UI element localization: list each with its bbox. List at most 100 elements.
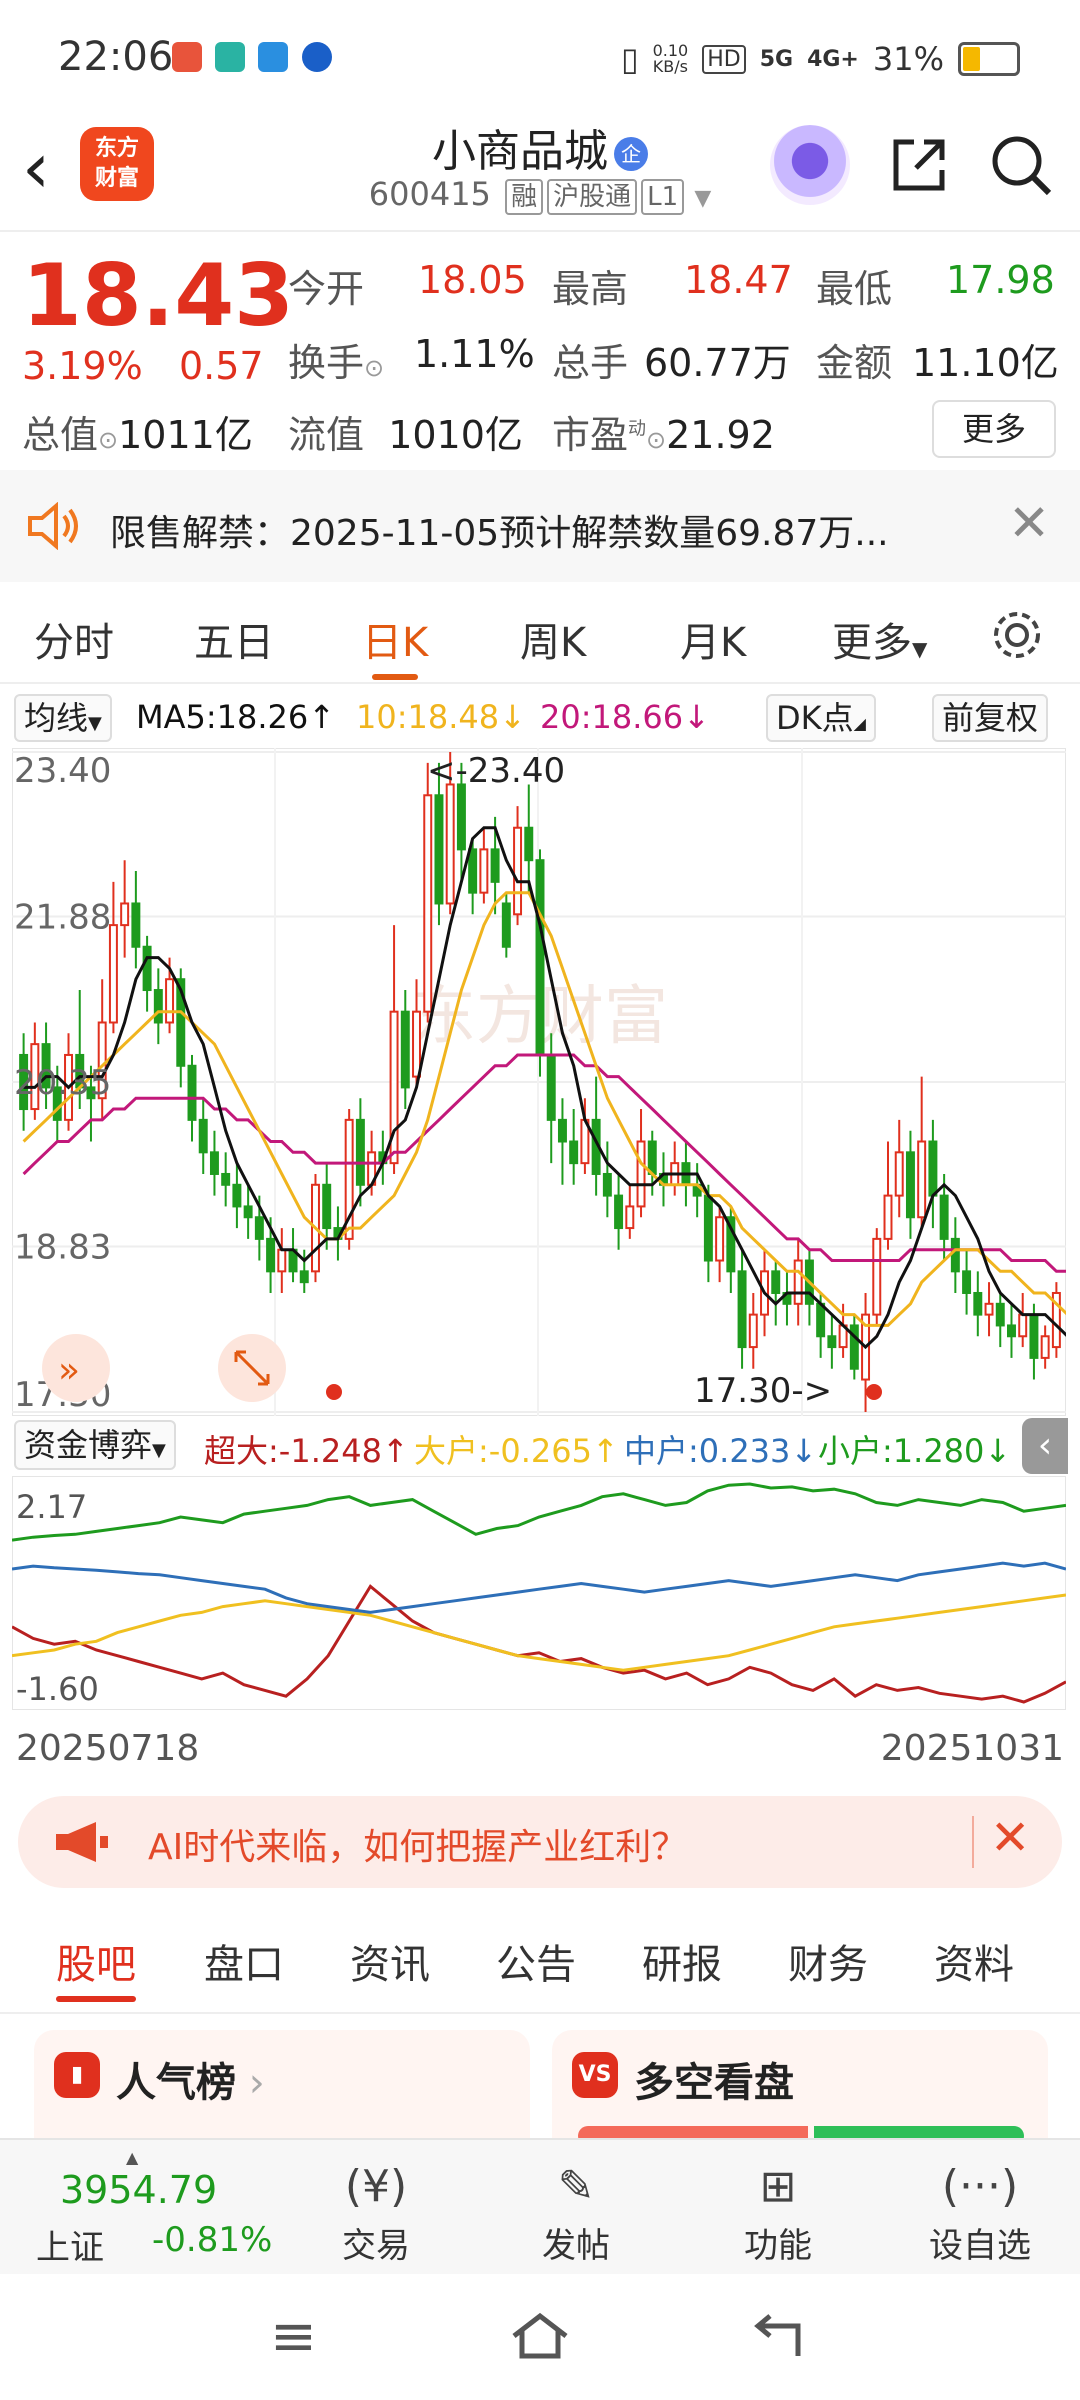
candle [501, 892, 511, 958]
fund-flow-selector[interactable]: 资金博弈▼ [14, 1420, 176, 1470]
info-icon: ⊙ [98, 426, 119, 454]
volume-cell: 总手 [552, 341, 629, 385]
level-tag: L1 [641, 179, 685, 215]
quote-panel: 18.43 3.19% 0.57 今开 18.05 最高 18.47 最低 17… [0, 230, 1080, 472]
candle [984, 1282, 994, 1337]
post-button[interactable]: ✎ 发帖 [496, 2156, 656, 2267]
ai-robot-icon[interactable] [770, 125, 850, 205]
low-cell: 最低 [816, 267, 893, 311]
candle [748, 1292, 758, 1369]
open-value: 18.05 [418, 258, 527, 302]
candle [142, 935, 152, 1012]
banner-text: AI时代来临，如何把握产业红利？ [148, 1827, 688, 1868]
candle [299, 1249, 309, 1293]
volume-value: 60.77万 [644, 341, 791, 385]
tab-profile[interactable]: 资料 [934, 1942, 1014, 1988]
ma10-value: 10:18.48↓ [356, 698, 526, 736]
mktcap-cell: 总值⊙1011亿 [22, 413, 253, 457]
candle [962, 1249, 972, 1315]
candle [872, 1228, 882, 1326]
candle [524, 784, 534, 893]
candle [468, 838, 478, 915]
candle [928, 1119, 938, 1229]
candle [602, 1141, 612, 1218]
tab-finance[interactable]: 财务 [788, 1942, 868, 1988]
back-nav-icon[interactable] [748, 2312, 808, 2362]
more-button[interactable]: 更多 [932, 400, 1056, 458]
chart-grid [12, 748, 1066, 1416]
flow-y-min: -1.60 [16, 1670, 99, 1708]
share-icon[interactable] [884, 130, 954, 200]
tab-daily-k[interactable]: 日K [362, 610, 428, 680]
gear-icon[interactable] [988, 606, 1046, 664]
candle [883, 1141, 893, 1250]
trade-button[interactable]: (¥) 交易 [296, 2156, 456, 2267]
candle [355, 1098, 365, 1207]
home-icon[interactable] [508, 2310, 572, 2362]
menu-icon[interactable]: ≡ [270, 2304, 317, 2369]
candle [400, 990, 410, 1110]
current-price: 18.43 [22, 246, 295, 346]
collapse-arrow-icon[interactable]: ‹ [1022, 1418, 1068, 1474]
fullscreen-icon[interactable] [218, 1334, 286, 1402]
caret-down-icon: ▼ [694, 186, 712, 211]
tab-research[interactable]: 研报 [642, 1942, 722, 1988]
add-watchlist-button[interactable]: (···) 设自选 [900, 2156, 1060, 2267]
adjust-button[interactable]: 前复权 [932, 694, 1049, 742]
tab-guba[interactable]: 股吧 [56, 1932, 136, 2002]
candle [625, 1184, 635, 1239]
dk-point-button[interactable]: DK点◢ [766, 694, 876, 742]
candle [804, 1249, 814, 1326]
tab-more[interactable]: 更多▼ [832, 620, 928, 666]
tab-weekly-k[interactable]: 周K [520, 620, 587, 666]
turnover-cell: 换手⊙ [288, 341, 385, 385]
tab-intraday[interactable]: 分时 [34, 620, 114, 666]
amount-cell: 金额 [816, 341, 893, 385]
candle [737, 1249, 747, 1369]
tab-pankou[interactable]: 盘口 [204, 1942, 284, 1988]
candle [557, 1098, 567, 1185]
stock-code-line[interactable]: 600415 融沪股通 L1 ▼ [0, 175, 1080, 215]
caret-up-icon: ▲ [126, 2148, 139, 2167]
candle [1040, 1325, 1050, 1369]
signal-4g: 4G+ [807, 46, 859, 72]
tab-monthly-k[interactable]: 月K [680, 620, 747, 666]
functions-button[interactable]: ⊞ 功能 [698, 2156, 858, 2267]
telegram-icon [258, 42, 288, 72]
stock-header: ‹ 东方 财富 小商品城企 600415 融沪股通 L1 ▼ [0, 115, 1080, 230]
unlock-notice[interactable]: 限售解禁：2025-11-05预计解禁数量69.87万... ✕ [0, 470, 1080, 582]
hd-icon: HD [702, 44, 746, 74]
candle [97, 979, 107, 1120]
info-icon: ⊙ [364, 354, 385, 382]
grid-icon: ⊞ [759, 2161, 797, 2212]
candle [905, 1130, 915, 1239]
tab-announcements[interactable]: 公告 [496, 1942, 576, 1988]
candle [1018, 1292, 1028, 1348]
candle [726, 1206, 736, 1293]
candle [569, 1109, 579, 1185]
index-value[interactable]: 3954.79 [60, 2168, 218, 2212]
tab-five-day[interactable]: 五日 [194, 620, 274, 666]
close-icon[interactable]: ✕ [990, 1810, 1031, 1866]
search-icon[interactable] [986, 130, 1056, 200]
expand-left-icon[interactable]: » [42, 1334, 110, 1402]
ma-lines [22, 826, 1066, 1350]
fund-flow-chart[interactable]: 2.17 -1.60 [12, 1476, 1066, 1710]
candle [243, 1184, 253, 1239]
back-icon[interactable]: ‹ [22, 127, 50, 209]
ma-legend-row: 均线▼ MA5:18.26↑ 10:18.48↓ 20:18.66↓ DK点◢ … [0, 688, 1080, 748]
candle [153, 968, 163, 1045]
candle [30, 1022, 40, 1120]
tab-news[interactable]: 资讯 [350, 1942, 430, 1988]
candle [120, 860, 130, 958]
vibrate-icon: ▯ [620, 40, 639, 78]
candle [535, 849, 545, 1077]
ma-selector[interactable]: 均线▼ [14, 694, 112, 742]
ma20-value: 20:18.66↓ [540, 698, 710, 736]
close-icon[interactable]: ✕ [1008, 494, 1050, 552]
ma5-value: MA5:18.26↑ [136, 698, 336, 736]
candle [894, 1119, 904, 1218]
ai-banner[interactable]: AI时代来临，如何把握产业红利？ ✕ [18, 1796, 1062, 1888]
